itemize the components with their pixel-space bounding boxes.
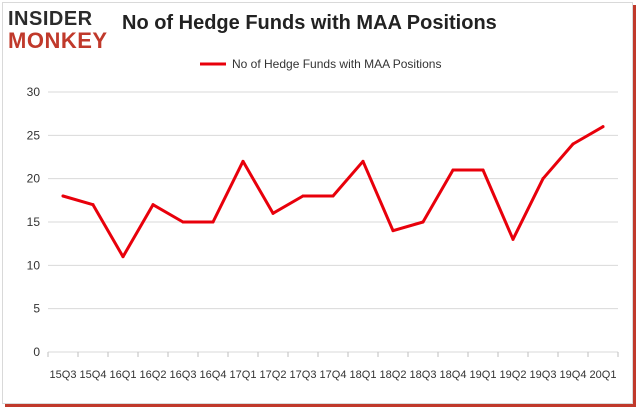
x-tick-label: 20Q1 — [590, 369, 617, 381]
logo-line-1: INSIDER — [8, 8, 93, 30]
x-tick-label: 16Q2 — [140, 369, 167, 381]
series-line — [61, 125, 605, 259]
insider-monkey-logo: INSIDER MONKEY — [8, 8, 118, 54]
x-tick-label: 18Q1 — [350, 369, 377, 381]
x-tick-label: 18Q4 — [440, 369, 467, 381]
chart-title: No of Hedge Funds with MAA Positions — [122, 12, 497, 34]
y-tick-label: 10 — [27, 258, 41, 272]
y-tick-label: 30 — [27, 85, 41, 99]
data-point — [271, 211, 275, 215]
data-point — [331, 194, 335, 198]
y-tick-label: 20 — [27, 172, 41, 186]
logo-line-2: MONKEY — [8, 28, 108, 53]
y-tick-label: 25 — [27, 128, 41, 142]
y-tick-label: 15 — [27, 215, 41, 229]
x-tick-label: 17Q4 — [320, 369, 347, 381]
data-point — [361, 159, 365, 163]
x-tick-label: 15Q3 — [50, 369, 77, 381]
x-tick-label: 19Q4 — [560, 369, 587, 381]
data-point — [151, 203, 155, 207]
x-tick-label: 17Q2 — [260, 369, 287, 381]
x-tick-label: 19Q2 — [500, 369, 527, 381]
data-point — [391, 229, 395, 233]
data-point — [301, 194, 305, 198]
x-tick-label: 17Q3 — [290, 369, 317, 381]
data-point — [421, 220, 425, 224]
data-point — [91, 203, 95, 207]
chart-frame — [2, 2, 633, 404]
x-tick-label: 15Q4 — [80, 369, 107, 381]
y-tick-label: 0 — [33, 345, 40, 359]
x-tick-label: 19Q3 — [530, 369, 557, 381]
data-point — [571, 142, 575, 146]
data-point — [241, 159, 245, 163]
data-point — [601, 125, 605, 129]
data-point — [451, 168, 455, 172]
x-tick-label: 17Q1 — [230, 369, 257, 381]
x-tick-label: 18Q2 — [380, 369, 407, 381]
data-point — [481, 168, 485, 172]
data-point — [511, 237, 515, 241]
x-tick-label: 18Q3 — [410, 369, 437, 381]
x-tick-label: 19Q1 — [470, 369, 497, 381]
data-point — [211, 220, 215, 224]
data-point — [121, 255, 125, 259]
data-point — [61, 194, 65, 198]
x-tick-label: 16Q3 — [170, 369, 197, 381]
y-tick-label: 5 — [33, 302, 40, 316]
data-point — [541, 177, 545, 181]
data-point — [181, 220, 185, 224]
legend-label: No of Hedge Funds with MAA Positions — [232, 57, 441, 71]
x-tick-label: 16Q4 — [200, 369, 227, 381]
x-tick-label: 16Q1 — [110, 369, 137, 381]
